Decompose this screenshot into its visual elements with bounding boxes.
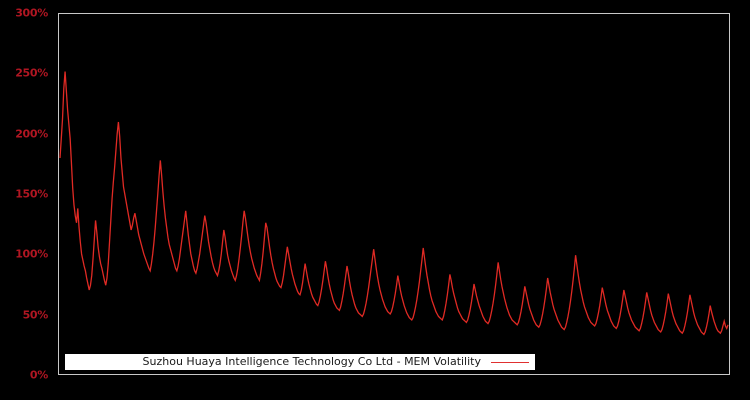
plot-area bbox=[58, 13, 730, 375]
y-tick-label-50: 50% bbox=[22, 308, 49, 322]
y-tick-label-250: 250% bbox=[15, 66, 48, 80]
volatility-line bbox=[59, 71, 729, 336]
legend-label: Suzhou Huaya Intelligence Technology Co … bbox=[142, 355, 481, 368]
y-axis: 0% 50% 100% 150% 200% 250% 300% bbox=[0, 0, 58, 400]
y-tick-label-100: 100% bbox=[15, 247, 48, 261]
y-tick-label-150: 150% bbox=[15, 187, 48, 201]
y-tick-label-300: 300% bbox=[15, 6, 48, 20]
y-tick-label-0: 0% bbox=[29, 368, 48, 382]
y-tick-label-200: 200% bbox=[15, 127, 48, 141]
legend: Suzhou Huaya Intelligence Technology Co … bbox=[65, 354, 535, 370]
legend-line-sample-icon bbox=[491, 361, 529, 363]
series-plot bbox=[59, 71, 729, 336]
